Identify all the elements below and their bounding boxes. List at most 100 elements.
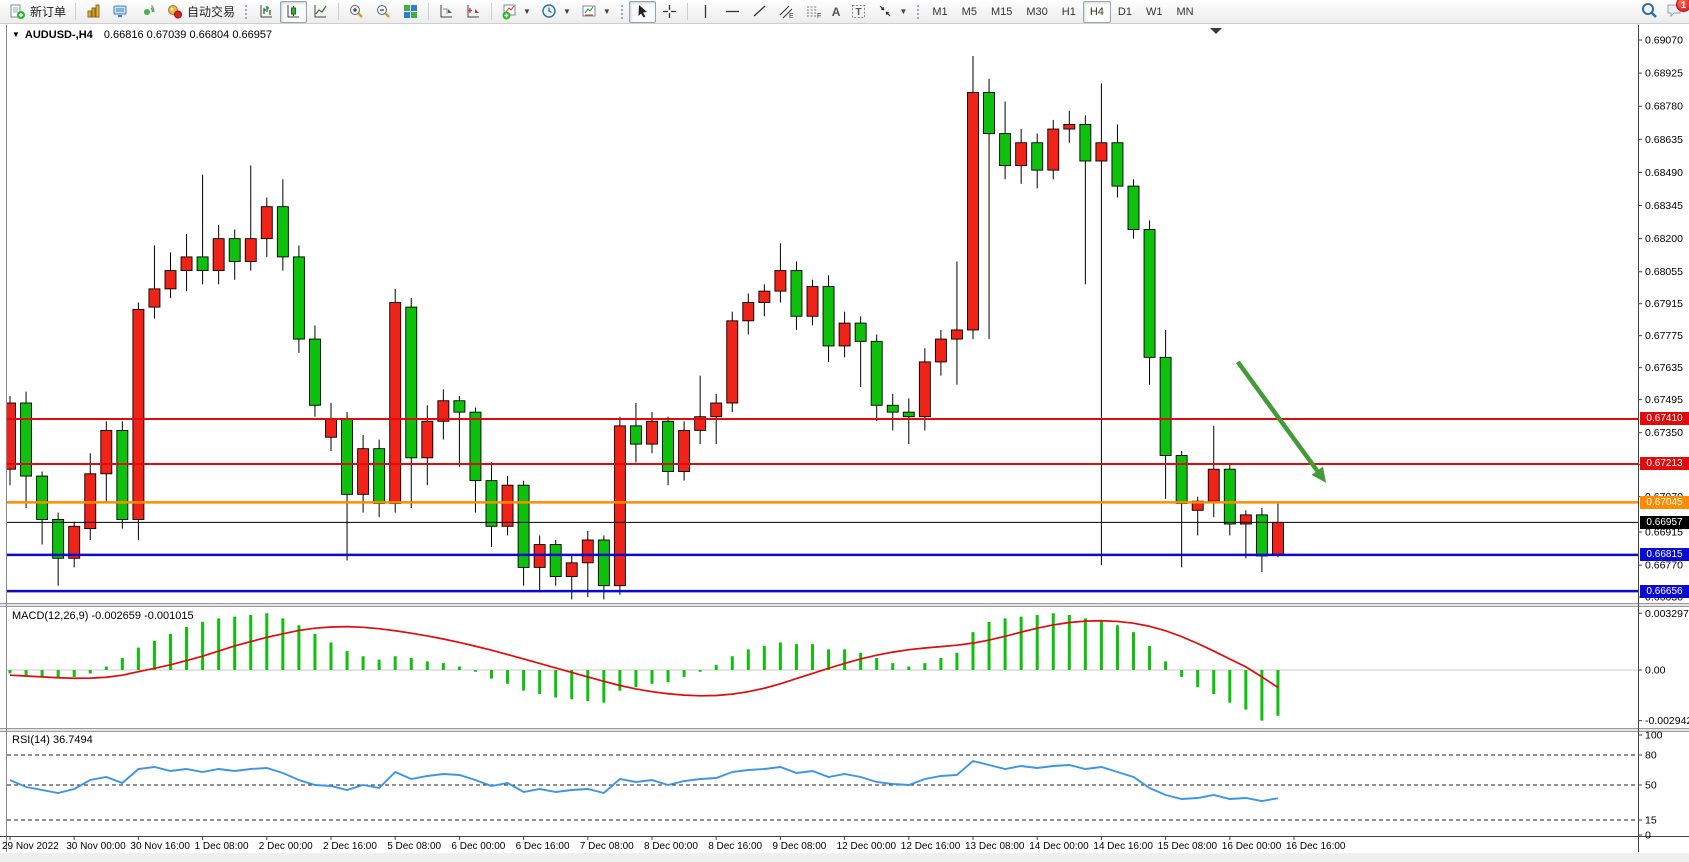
clock-icon (541, 3, 558, 20)
channel-tool-button[interactable]: E (773, 1, 800, 23)
macd-signal-value: -0.001015 (144, 610, 194, 622)
time-tick-label: 8 Dec 16:00 (708, 841, 762, 852)
toolbar-grip[interactable] (244, 3, 250, 20)
candlestick-icon (285, 3, 302, 20)
candle-bear (1255, 508, 1268, 572)
price-tag-0.67045: 0.67045 (1640, 495, 1689, 509)
zoom-in-button[interactable] (343, 1, 370, 23)
toolbar-separator (75, 3, 77, 20)
candle-bull (1063, 110, 1076, 143)
chart-title[interactable]: ▼ AUDUSD-,H4 0.66816 0.67039 0.66804 0.66… (12, 29, 272, 41)
candle-bear (1127, 179, 1140, 239)
text-label-icon: T (850, 3, 867, 20)
bar-chart-mode-button[interactable] (253, 1, 280, 23)
candle-bear (405, 297, 418, 509)
candle-bull (678, 421, 691, 481)
candlestick-mode-button[interactable] (280, 0, 308, 23)
price-tick-label: 0.67350 (1645, 427, 1683, 439)
trendline-tool-button[interactable] (746, 1, 773, 23)
rsi-line (9, 759, 1279, 802)
time-tick-label: 12 Dec 16:00 (901, 841, 961, 852)
price-tick-label: 0.68345 (1645, 200, 1683, 212)
toolbar-separator (338, 3, 340, 20)
candle-bear (517, 480, 530, 586)
tile-windows-icon (402, 3, 419, 20)
shapes-tool-button[interactable]: ▼ (872, 1, 912, 23)
timeframe-W1[interactable]: W1 (1145, 5, 1163, 18)
timeframe-M30[interactable]: M30 (1026, 5, 1048, 18)
notifications-button[interactable]: 1 (1665, 0, 1689, 20)
timeframe-M1[interactable]: M1 (932, 5, 948, 18)
panel-separator-main-macd[interactable] (0, 603, 1689, 607)
zoom-out-button[interactable] (370, 1, 397, 23)
price-tick-label: 0.66915 (1645, 527, 1683, 539)
charts-button[interactable] (80, 1, 107, 23)
chart-expander-icon[interactable]: ▼ (12, 30, 20, 39)
panel-separator-macd-rsi[interactable] (0, 728, 1689, 732)
bar-high: 0.67039 (146, 29, 187, 41)
timeframe-H1[interactable]: H1 (1061, 5, 1076, 18)
fibonacci-tool-button[interactable]: F (800, 1, 827, 23)
time-tick-label: 14 Dec 16:00 (1093, 841, 1153, 852)
horizontal-line-tool-button[interactable] (719, 1, 746, 23)
navigator-button[interactable] (134, 1, 161, 23)
timeframe-M15[interactable]: M15 (990, 5, 1013, 18)
templates-button[interactable]: ▼ (576, 1, 616, 23)
add-indicator-button[interactable]: ▼ (496, 1, 536, 23)
chart-shift-marker-icon[interactable] (1210, 28, 1222, 34)
crosshair-tool-button[interactable] (656, 1, 683, 23)
new-order-button[interactable]: 新订单 (4, 1, 71, 23)
cursor-tool-button[interactable] (628, 0, 656, 23)
rsi-axis-label: 15 (1645, 815, 1657, 827)
text-tool-button[interactable]: A (827, 1, 846, 23)
candle-bear (886, 393, 899, 431)
candle-bull (1095, 83, 1108, 566)
time-tick-label: 30 Nov 16:00 (130, 841, 190, 852)
price-tick-label: 0.68055 (1645, 266, 1683, 278)
indicator-window-plus-icon (465, 3, 482, 20)
price-tick-label: 0.68200 (1645, 233, 1683, 245)
macd-axis-label: 0.003297 (1645, 608, 1689, 620)
time-tick-label: 7 Dec 08:00 (580, 841, 634, 852)
candle-bear (1143, 220, 1156, 385)
timeframe-MN[interactable]: MN (1176, 5, 1194, 18)
rsi-axis-label: 100 (1645, 730, 1663, 742)
candle-bear (597, 535, 610, 600)
search-icon[interactable] (1640, 1, 1659, 20)
periods-button[interactable]: ▼ (536, 1, 576, 23)
time-tick-label: 15 Dec 08:00 (1158, 841, 1218, 852)
tile-windows-button[interactable] (397, 1, 424, 23)
autotrading-button[interactable]: 自动交易 (161, 1, 240, 23)
bar-low: 0.66804 (189, 29, 230, 41)
candle-bear (854, 316, 867, 388)
dropdown-arrow-icon: ▼ (523, 7, 531, 16)
candle-bull (742, 293, 755, 335)
candle-bull (389, 288, 402, 513)
price-tick-label: 0.69070 (1645, 35, 1683, 47)
timeframe-H4[interactable]: H4 (1082, 0, 1111, 23)
dropdown-arrow-icon: ▼ (899, 7, 908, 16)
line-chart-mode-button[interactable] (307, 1, 334, 23)
candle-bull (68, 521, 81, 568)
indicator-window-button[interactable] (433, 1, 460, 23)
price-tick-label: 0.68925 (1645, 68, 1683, 80)
toolbar-grip[interactable] (916, 3, 922, 20)
time-tick-label: 30 Nov 00:00 (66, 841, 126, 852)
timeframe-M5[interactable]: M5 (961, 5, 977, 18)
macd-label: MACD(12,26,9) -0.002659 -0.001015 (12, 610, 194, 622)
text-label-tool-button[interactable]: T (845, 1, 872, 23)
candle-bear (485, 462, 498, 547)
toolbar-separator (686, 3, 688, 20)
price-tick-label: 0.67775 (1645, 330, 1683, 342)
candle-bull (501, 476, 514, 536)
toolbar-grip[interactable] (619, 3, 625, 20)
arrow-annotation[interactable] (1236, 360, 1327, 483)
timeframe-D1[interactable]: D1 (1117, 5, 1132, 18)
vertical-line-tool-button[interactable] (692, 1, 719, 23)
price-tick-label: 0.68490 (1645, 167, 1683, 179)
indicator-window-alt-button[interactable] (460, 1, 487, 23)
cursor-icon (634, 3, 651, 20)
candle-bull (260, 197, 273, 257)
profiles-button[interactable] (107, 1, 134, 23)
